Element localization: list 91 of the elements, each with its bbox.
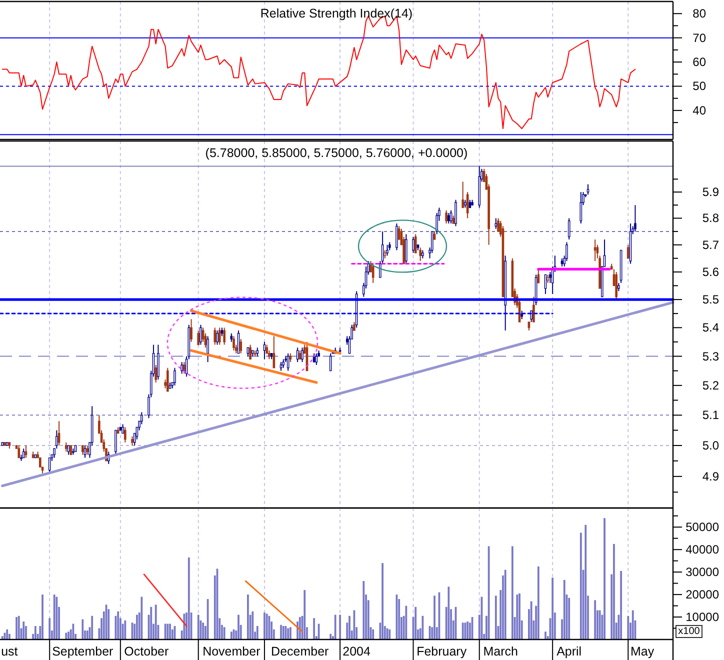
candlestick <box>532 296 535 322</box>
chart-title: Relative Strength Index(14) <box>260 6 413 20</box>
y-tick-label: 5.1 <box>702 408 720 422</box>
candlestick <box>206 336 209 363</box>
y-tick-label: 30000 <box>686 565 720 580</box>
candlestick <box>549 271 552 284</box>
x-tick-label: April <box>556 644 582 658</box>
candlestick <box>86 444 89 456</box>
candlestick <box>296 347 299 363</box>
candlestick <box>626 244 630 259</box>
candlestick <box>218 327 221 346</box>
candlestick <box>445 210 448 224</box>
candlestick <box>67 444 70 456</box>
candlestick <box>174 367 176 386</box>
candlestick <box>263 341 266 360</box>
y-tick-label: 20000 <box>686 588 720 602</box>
candlestick <box>64 442 68 452</box>
candlestick <box>419 247 422 262</box>
candlestick <box>58 420 60 446</box>
y-tick-label: 5.3 <box>702 349 720 364</box>
x-tick-label: February <box>416 644 468 658</box>
x-tick-label: November <box>202 644 260 658</box>
candlestick <box>22 448 25 458</box>
y-tick-label: 60 <box>692 55 706 70</box>
y-tick-label: 5.6 <box>702 264 720 279</box>
x-tick-label: 2004 <box>342 644 371 658</box>
y-tick-label: 50000 <box>686 520 720 534</box>
y-tick-label: 5.9 <box>702 185 720 200</box>
candlestick <box>396 223 398 251</box>
candlestick <box>372 263 374 284</box>
candlestick <box>386 244 388 256</box>
candlestick <box>122 424 124 434</box>
candlestick <box>594 238 596 262</box>
candlestick <box>586 184 590 196</box>
candlestick <box>216 330 218 346</box>
x-tick-label: March <box>483 644 518 658</box>
y-tick-label: 40 <box>692 103 706 118</box>
candlestick <box>84 444 86 458</box>
x-tick-label: ust <box>1 644 18 658</box>
candlestick <box>81 444 84 456</box>
x-tick-label: December <box>271 644 329 658</box>
candlestick <box>154 364 158 383</box>
x-tick-label: May <box>630 644 655 658</box>
candlestick <box>197 330 200 346</box>
candlestick <box>200 324 202 346</box>
candlestick <box>124 426 126 443</box>
chart-title: (5.78000, 5.85000, 5.75000, 5.76000, +0.0000) <box>205 146 468 160</box>
candlestick <box>183 362 186 374</box>
candlestick <box>232 336 235 351</box>
candlestick <box>166 367 169 392</box>
candlestick <box>214 327 216 346</box>
candlestick <box>462 181 464 208</box>
candlestick <box>494 218 498 230</box>
candlestick <box>301 347 304 363</box>
candlestick <box>414 234 417 254</box>
x-tick-label: September <box>52 644 114 658</box>
y-tick-label: 5.7 <box>702 238 720 252</box>
x-tick-label: October <box>124 644 169 658</box>
y-tick-label: 5.5 <box>702 292 720 307</box>
y-tick-label: 5.8 <box>702 211 720 226</box>
candlestick <box>131 436 134 446</box>
y-tick-label: 40000 <box>686 542 720 557</box>
candlestick <box>615 271 618 300</box>
y-tick-label: 5.2 <box>702 378 720 392</box>
candlestick <box>568 218 570 240</box>
candlestick <box>412 236 414 254</box>
candlestick <box>537 268 540 284</box>
y-tick-label: 70 <box>692 30 706 45</box>
candlestick <box>70 445 72 456</box>
y-tick-label: 4.9 <box>702 469 720 484</box>
candlestick <box>114 430 117 456</box>
candlestick <box>38 457 42 468</box>
y-tick-label: 50 <box>692 79 706 94</box>
candlestick <box>405 234 408 264</box>
candlestick <box>157 344 160 380</box>
candlestick <box>315 352 318 366</box>
candlestick <box>223 327 226 346</box>
candlestick <box>448 212 450 224</box>
y-tick-label: 80 <box>692 6 706 21</box>
y-tick-label: 5.0 <box>702 438 720 452</box>
y-axis-title: x100 <box>678 626 700 637</box>
candlestick <box>249 344 252 360</box>
candlestick <box>240 338 242 354</box>
candlestick <box>190 318 192 342</box>
candlestick <box>454 199 457 227</box>
candlestick <box>140 412 143 425</box>
candlestick <box>18 444 20 458</box>
y-tick-label: 5.4 <box>702 320 720 335</box>
candlestick <box>634 204 636 232</box>
y-tick-label: 10000 <box>686 610 720 624</box>
candlestick <box>180 362 183 374</box>
